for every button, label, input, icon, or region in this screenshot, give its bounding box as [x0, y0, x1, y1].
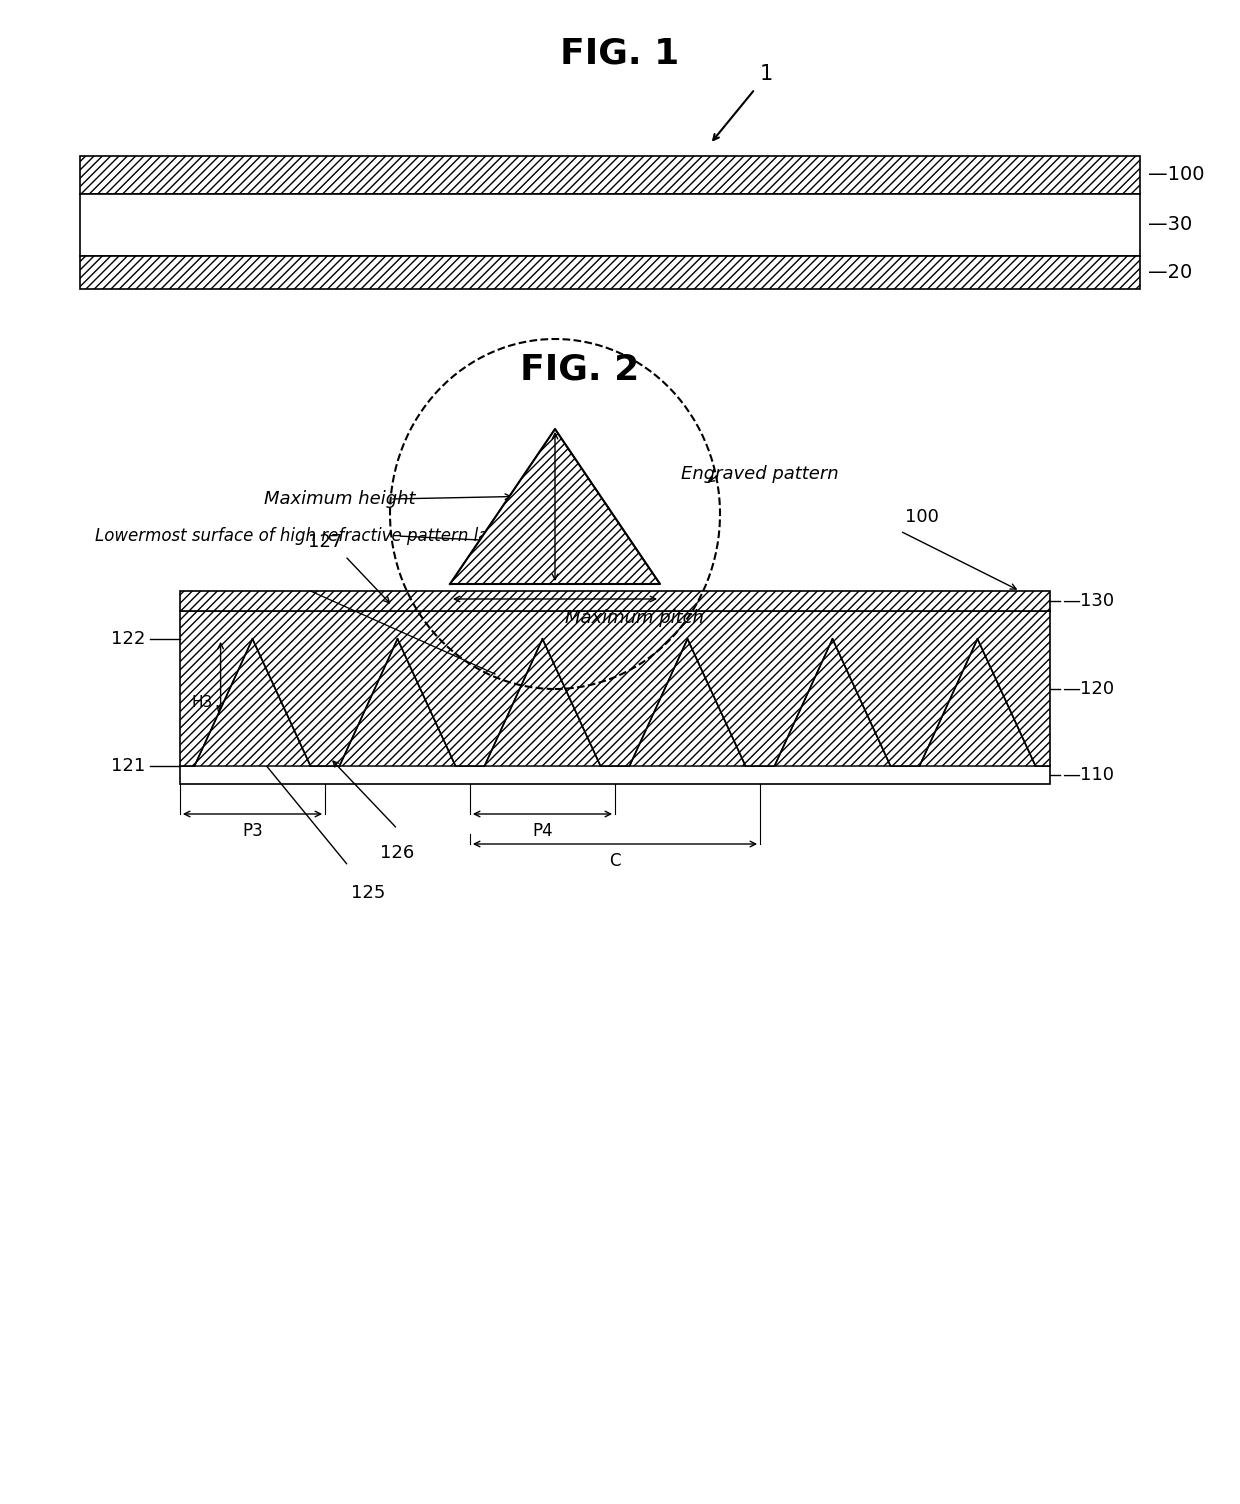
Text: 121: 121 [110, 757, 145, 775]
Text: —30: —30 [1148, 215, 1192, 235]
Text: Lowermost surface of high refractive pattern layer: Lowermost surface of high refractive pat… [95, 526, 516, 544]
Polygon shape [195, 639, 310, 766]
Bar [180, 591, 1050, 611]
Text: 127: 127 [308, 532, 342, 550]
Text: —130: —130 [1061, 593, 1114, 611]
Text: P4: P4 [532, 823, 553, 841]
Text: Maximum pitch: Maximum pitch [565, 609, 704, 627]
Text: 122: 122 [110, 630, 145, 648]
Polygon shape [195, 639, 310, 766]
Polygon shape [920, 639, 1035, 766]
Text: Maximum height: Maximum height [264, 490, 415, 508]
Polygon shape [340, 639, 455, 766]
Bar [180, 611, 1050, 766]
Polygon shape [485, 639, 600, 766]
Text: H3: H3 [191, 695, 212, 710]
Polygon shape [340, 639, 455, 766]
Text: —120: —120 [1061, 680, 1114, 698]
Text: Engraved pattern: Engraved pattern [681, 465, 838, 483]
Polygon shape [920, 639, 1035, 766]
Bar [81, 256, 1140, 289]
Polygon shape [630, 639, 745, 766]
Text: —100: —100 [1148, 165, 1204, 185]
Polygon shape [630, 639, 745, 766]
Text: 100: 100 [905, 508, 939, 526]
Bar [81, 156, 1140, 194]
Text: 126: 126 [381, 844, 414, 862]
Polygon shape [775, 639, 890, 766]
Polygon shape [775, 639, 890, 766]
Text: —20: —20 [1148, 263, 1192, 283]
Bar [180, 766, 1050, 784]
Polygon shape [450, 429, 660, 584]
Text: C: C [609, 851, 621, 869]
Text: 125: 125 [351, 884, 386, 902]
Text: —110: —110 [1061, 766, 1114, 784]
Text: FIG. 1: FIG. 1 [560, 38, 680, 71]
Polygon shape [485, 639, 600, 766]
Text: FIG. 2: FIG. 2 [521, 352, 640, 387]
Polygon shape [450, 429, 660, 584]
Text: P3: P3 [242, 823, 263, 841]
Text: 1: 1 [760, 65, 774, 84]
Bar [81, 194, 1140, 256]
